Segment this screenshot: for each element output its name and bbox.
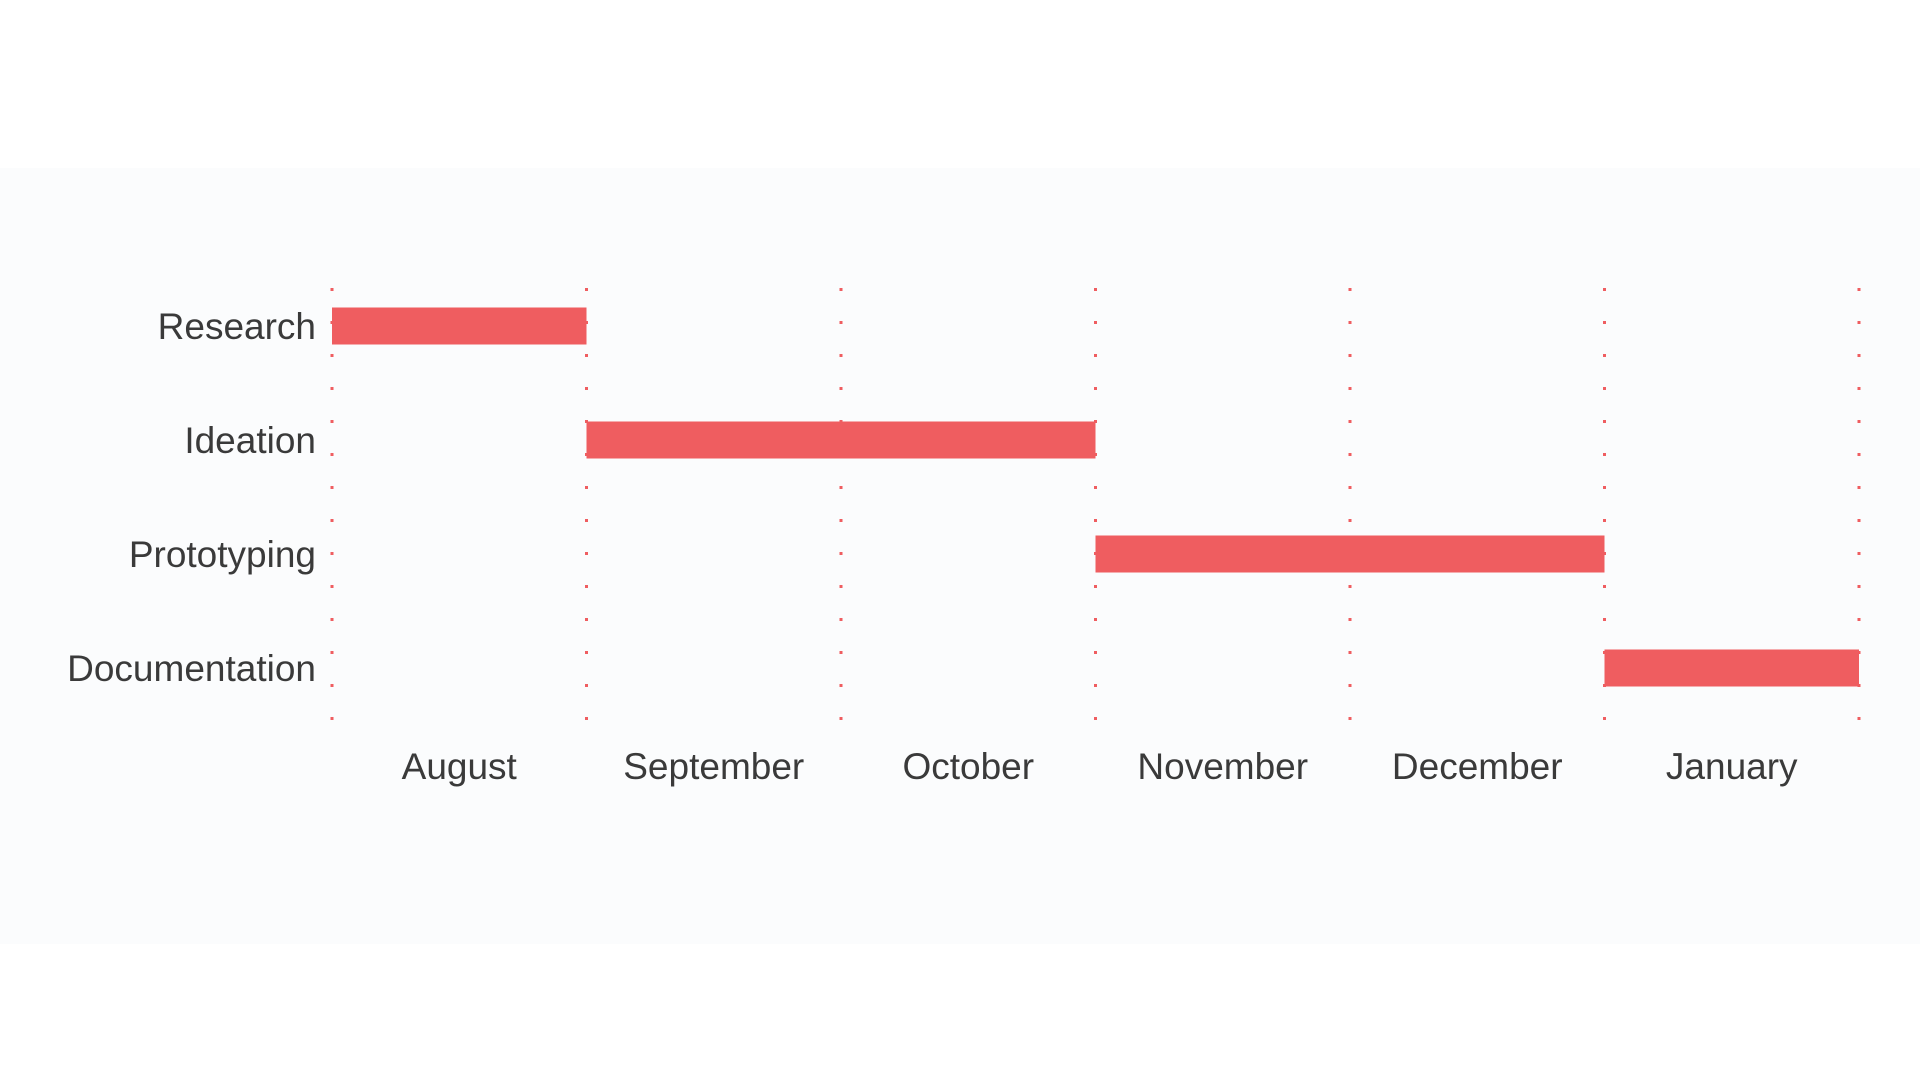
task-bar xyxy=(586,421,1096,459)
month-label: August xyxy=(402,746,518,787)
task-bars xyxy=(332,307,1859,687)
month-label: September xyxy=(623,746,804,787)
month-labels: August September October November December Ja… xyxy=(402,746,1798,787)
task-bar xyxy=(332,307,587,345)
task-label: Research xyxy=(158,306,316,347)
month-label: October xyxy=(902,746,1034,787)
task-bar xyxy=(1604,649,1859,687)
month-label: November xyxy=(1137,746,1308,787)
month-label: January xyxy=(1666,746,1798,787)
task-labels: Research Ideation Prototyping Documentation xyxy=(67,306,316,689)
task-label: Ideation xyxy=(184,420,316,461)
task-label: Documentation xyxy=(67,648,316,689)
month-label: December xyxy=(1392,746,1563,787)
task-bar xyxy=(1095,535,1605,573)
task-label: Prototyping xyxy=(129,534,316,575)
